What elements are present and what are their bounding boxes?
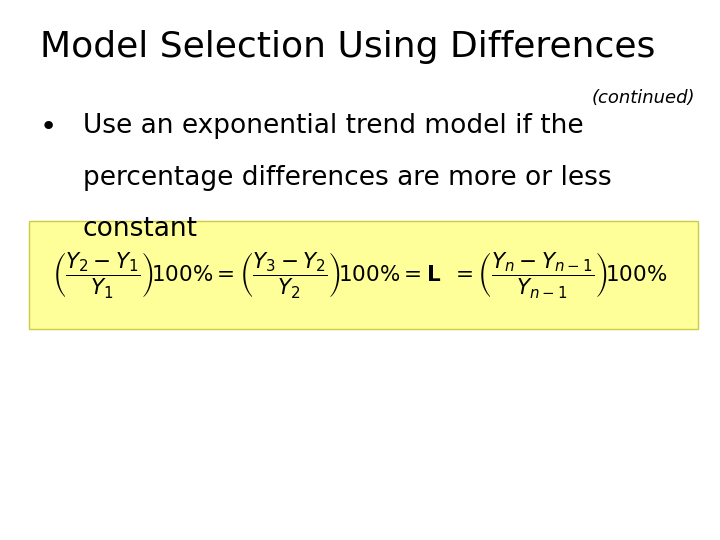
Text: percentage differences are more or less: percentage differences are more or less bbox=[83, 165, 611, 191]
Text: constant: constant bbox=[83, 216, 198, 242]
Text: $\left(\dfrac{Y_2 - Y_1}{Y_1}\right)\!100\% = \left(\dfrac{Y_3 - Y_2}{Y_2}\right: $\left(\dfrac{Y_2 - Y_1}{Y_1}\right)\!10… bbox=[53, 251, 667, 300]
Text: Use an exponential trend model if the: Use an exponential trend model if the bbox=[83, 113, 583, 139]
Text: •: • bbox=[40, 113, 57, 141]
Text: Model Selection Using Differences: Model Selection Using Differences bbox=[40, 30, 655, 64]
FancyBboxPatch shape bbox=[29, 221, 698, 329]
Text: (continued): (continued) bbox=[591, 89, 695, 107]
